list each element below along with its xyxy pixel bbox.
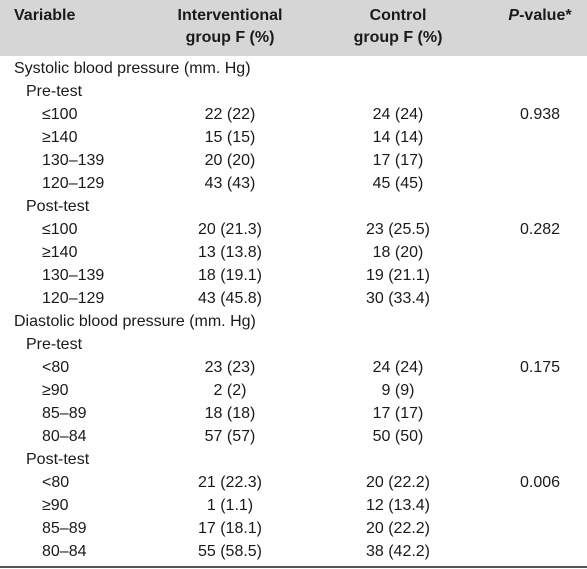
table-row: 120–129 43 (43) 45 (45) [0, 172, 587, 195]
header-interventional-line2: group F (%) [185, 29, 275, 46]
interventional-cell: 1 (1.1) [206, 497, 254, 514]
subsection-row: Post-test [0, 195, 587, 218]
interventional-cell: 20 (20) [204, 152, 256, 169]
row-label: Pre-test [26, 83, 83, 100]
control-cell: 9 (9) [381, 382, 415, 399]
row-label: ≤100 [42, 106, 78, 123]
table-row: ≥90 1 (1.1) 12 (13.4) [0, 494, 587, 517]
p-value-cell: 0.938 [519, 106, 561, 123]
row-label: Systolic blood pressure (mm. Hg) [14, 60, 251, 77]
header-interventional: Interventional group F (%) [158, 5, 302, 49]
table-row: 130–139 18 (19.1) 19 (21.1) [0, 264, 587, 287]
row-label: 120–129 [42, 175, 105, 192]
row-label: <80 [42, 474, 70, 491]
table-row: ≤100 22 (22) 24 (24) 0.938 [0, 103, 587, 126]
row-label: Diastolic blood pressure (mm. Hg) [14, 313, 256, 330]
header-variable: Variable [14, 7, 76, 24]
header-control: Control group F (%) [330, 5, 466, 49]
interventional-cell: 15 (15) [204, 129, 256, 146]
table-row: <80 21 (22.3) 20 (22.2) 0.006 [0, 471, 587, 494]
header-p-rest: -value* [519, 7, 572, 24]
row-label: ≥140 [42, 244, 78, 261]
row-label: ≤100 [42, 221, 78, 238]
control-cell: 17 (17) [372, 405, 424, 422]
interventional-cell: 13 (13.8) [197, 244, 263, 261]
table-body: Systolic blood pressure (mm. Hg) Pre-test… [0, 57, 587, 563]
table-row: ≥90 2 (2) 9 (9) [0, 379, 587, 402]
control-cell: 38 (42.2) [365, 543, 431, 560]
interventional-cell: 17 (18.1) [197, 520, 263, 537]
row-label: ≥140 [42, 129, 78, 146]
table-row: 80–84 55 (58.5) 38 (42.2) [0, 540, 587, 563]
row-label: Pre-test [26, 336, 83, 353]
control-cell: 30 (33.4) [365, 290, 431, 307]
row-label: 120–129 [42, 290, 105, 307]
interventional-cell: 21 (22.3) [197, 474, 263, 491]
table-header: Variable Interventional group F (%) Cont… [0, 0, 587, 56]
control-cell: 14 (14) [372, 129, 424, 146]
subsection-row: Pre-test [0, 80, 587, 103]
interventional-cell: 43 (43) [204, 175, 256, 192]
row-label: ≥90 [42, 382, 69, 399]
header-control-line2: group F (%) [353, 29, 443, 46]
table-row: ≥140 13 (13.8) 18 (20) [0, 241, 587, 264]
table-row: ≥140 15 (15) 14 (14) [0, 126, 587, 149]
row-label: 130–139 [42, 152, 105, 169]
control-cell: 50 (50) [372, 428, 424, 445]
p-value-cell: 0.175 [519, 359, 561, 376]
row-label: ≥90 [42, 497, 69, 514]
subsection-row: Post-test [0, 448, 587, 471]
table-row: <80 23 (23) 24 (24) 0.175 [0, 356, 587, 379]
interventional-cell: 43 (45.8) [197, 290, 263, 307]
header-control-line1: Control [369, 7, 427, 24]
table-bottom-rule [0, 566, 587, 568]
table-row: 85–89 18 (18) 17 (17) [0, 402, 587, 425]
interventional-cell: 57 (57) [204, 428, 256, 445]
control-cell: 19 (21.1) [365, 267, 431, 284]
p-value-cell: 0.006 [519, 474, 561, 491]
header-interventional-line1: Interventional [177, 7, 283, 24]
section-row: Diastolic blood pressure (mm. Hg) [0, 310, 587, 333]
header-p-value: P-value* [500, 5, 580, 27]
p-value-cell: 0.282 [519, 221, 561, 238]
control-cell: 24 (24) [372, 106, 424, 123]
control-cell: 12 (13.4) [365, 497, 431, 514]
interventional-cell: 18 (19.1) [197, 267, 263, 284]
control-cell: 24 (24) [372, 359, 424, 376]
interventional-cell: 22 (22) [204, 106, 256, 123]
row-label: Post-test [26, 198, 90, 215]
control-cell: 20 (22.2) [365, 474, 431, 491]
table-row: 130–139 20 (20) 17 (17) [0, 149, 587, 172]
table-row: ≤100 20 (21.3) 23 (25.5) 0.282 [0, 218, 587, 241]
interventional-cell: 55 (58.5) [197, 543, 263, 560]
subsection-row: Pre-test [0, 333, 587, 356]
control-cell: 45 (45) [372, 175, 424, 192]
header-p-italic: P [508, 7, 520, 24]
row-label: 85–89 [42, 520, 87, 537]
interventional-cell: 18 (18) [204, 405, 256, 422]
row-label: 130–139 [42, 267, 105, 284]
table-row: 120–129 43 (45.8) 30 (33.4) [0, 287, 587, 310]
row-label: 80–84 [42, 428, 87, 445]
interventional-cell: 2 (2) [213, 382, 247, 399]
row-label: Post-test [26, 451, 90, 468]
control-cell: 18 (20) [372, 244, 424, 261]
section-row: Systolic blood pressure (mm. Hg) [0, 57, 587, 80]
table-row: 85–89 17 (18.1) 20 (22.2) [0, 517, 587, 540]
row-label: 85–89 [42, 405, 87, 422]
interventional-cell: 20 (21.3) [197, 221, 263, 238]
row-label: <80 [42, 359, 70, 376]
control-cell: 20 (22.2) [365, 520, 431, 537]
interventional-cell: 23 (23) [204, 359, 256, 376]
row-label: 80–84 [42, 543, 87, 560]
control-cell: 17 (17) [372, 152, 424, 169]
control-cell: 23 (25.5) [365, 221, 431, 238]
table-row: 80–84 57 (57) 50 (50) [0, 425, 587, 448]
